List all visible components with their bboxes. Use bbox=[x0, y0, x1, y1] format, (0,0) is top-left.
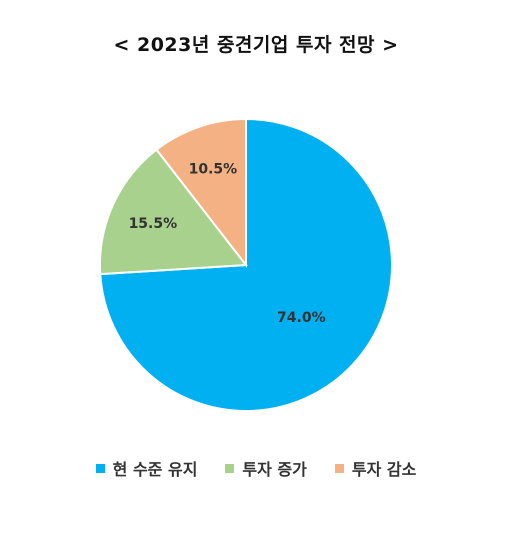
legend-swatch-decrease bbox=[334, 463, 344, 473]
data-label-decrease: 10.5% bbox=[189, 161, 238, 177]
data-label-maintain: 74.0% bbox=[277, 310, 326, 326]
legend-label-increase: 투자 증가 bbox=[242, 460, 307, 479]
legend-swatch-increase bbox=[225, 463, 235, 473]
legend-label-decrease: 투자 감소 bbox=[351, 460, 417, 479]
pie-chart: 74.0% 15.5% 10.5% bbox=[99, 117, 393, 412]
legend-item-increase: 투자 증가 bbox=[225, 456, 307, 480]
legend-item-decrease: 투자 감소 bbox=[334, 456, 417, 480]
legend-label-maintain: 현 수준 유지 bbox=[112, 460, 198, 479]
data-label-increase: 15.5% bbox=[129, 216, 178, 232]
chart-title: < 2023년 중견기업 투자 전망 > bbox=[113, 34, 399, 56]
pie-slice-decrease bbox=[155, 117, 247, 268]
pie-slice-increase bbox=[99, 148, 248, 276]
chart-legend: 현 수준 유지 투자 증가 투자 감소 bbox=[0, 456, 512, 480]
legend-swatch-maintain bbox=[95, 463, 105, 473]
legend-item-maintain: 현 수준 유지 bbox=[95, 456, 198, 480]
